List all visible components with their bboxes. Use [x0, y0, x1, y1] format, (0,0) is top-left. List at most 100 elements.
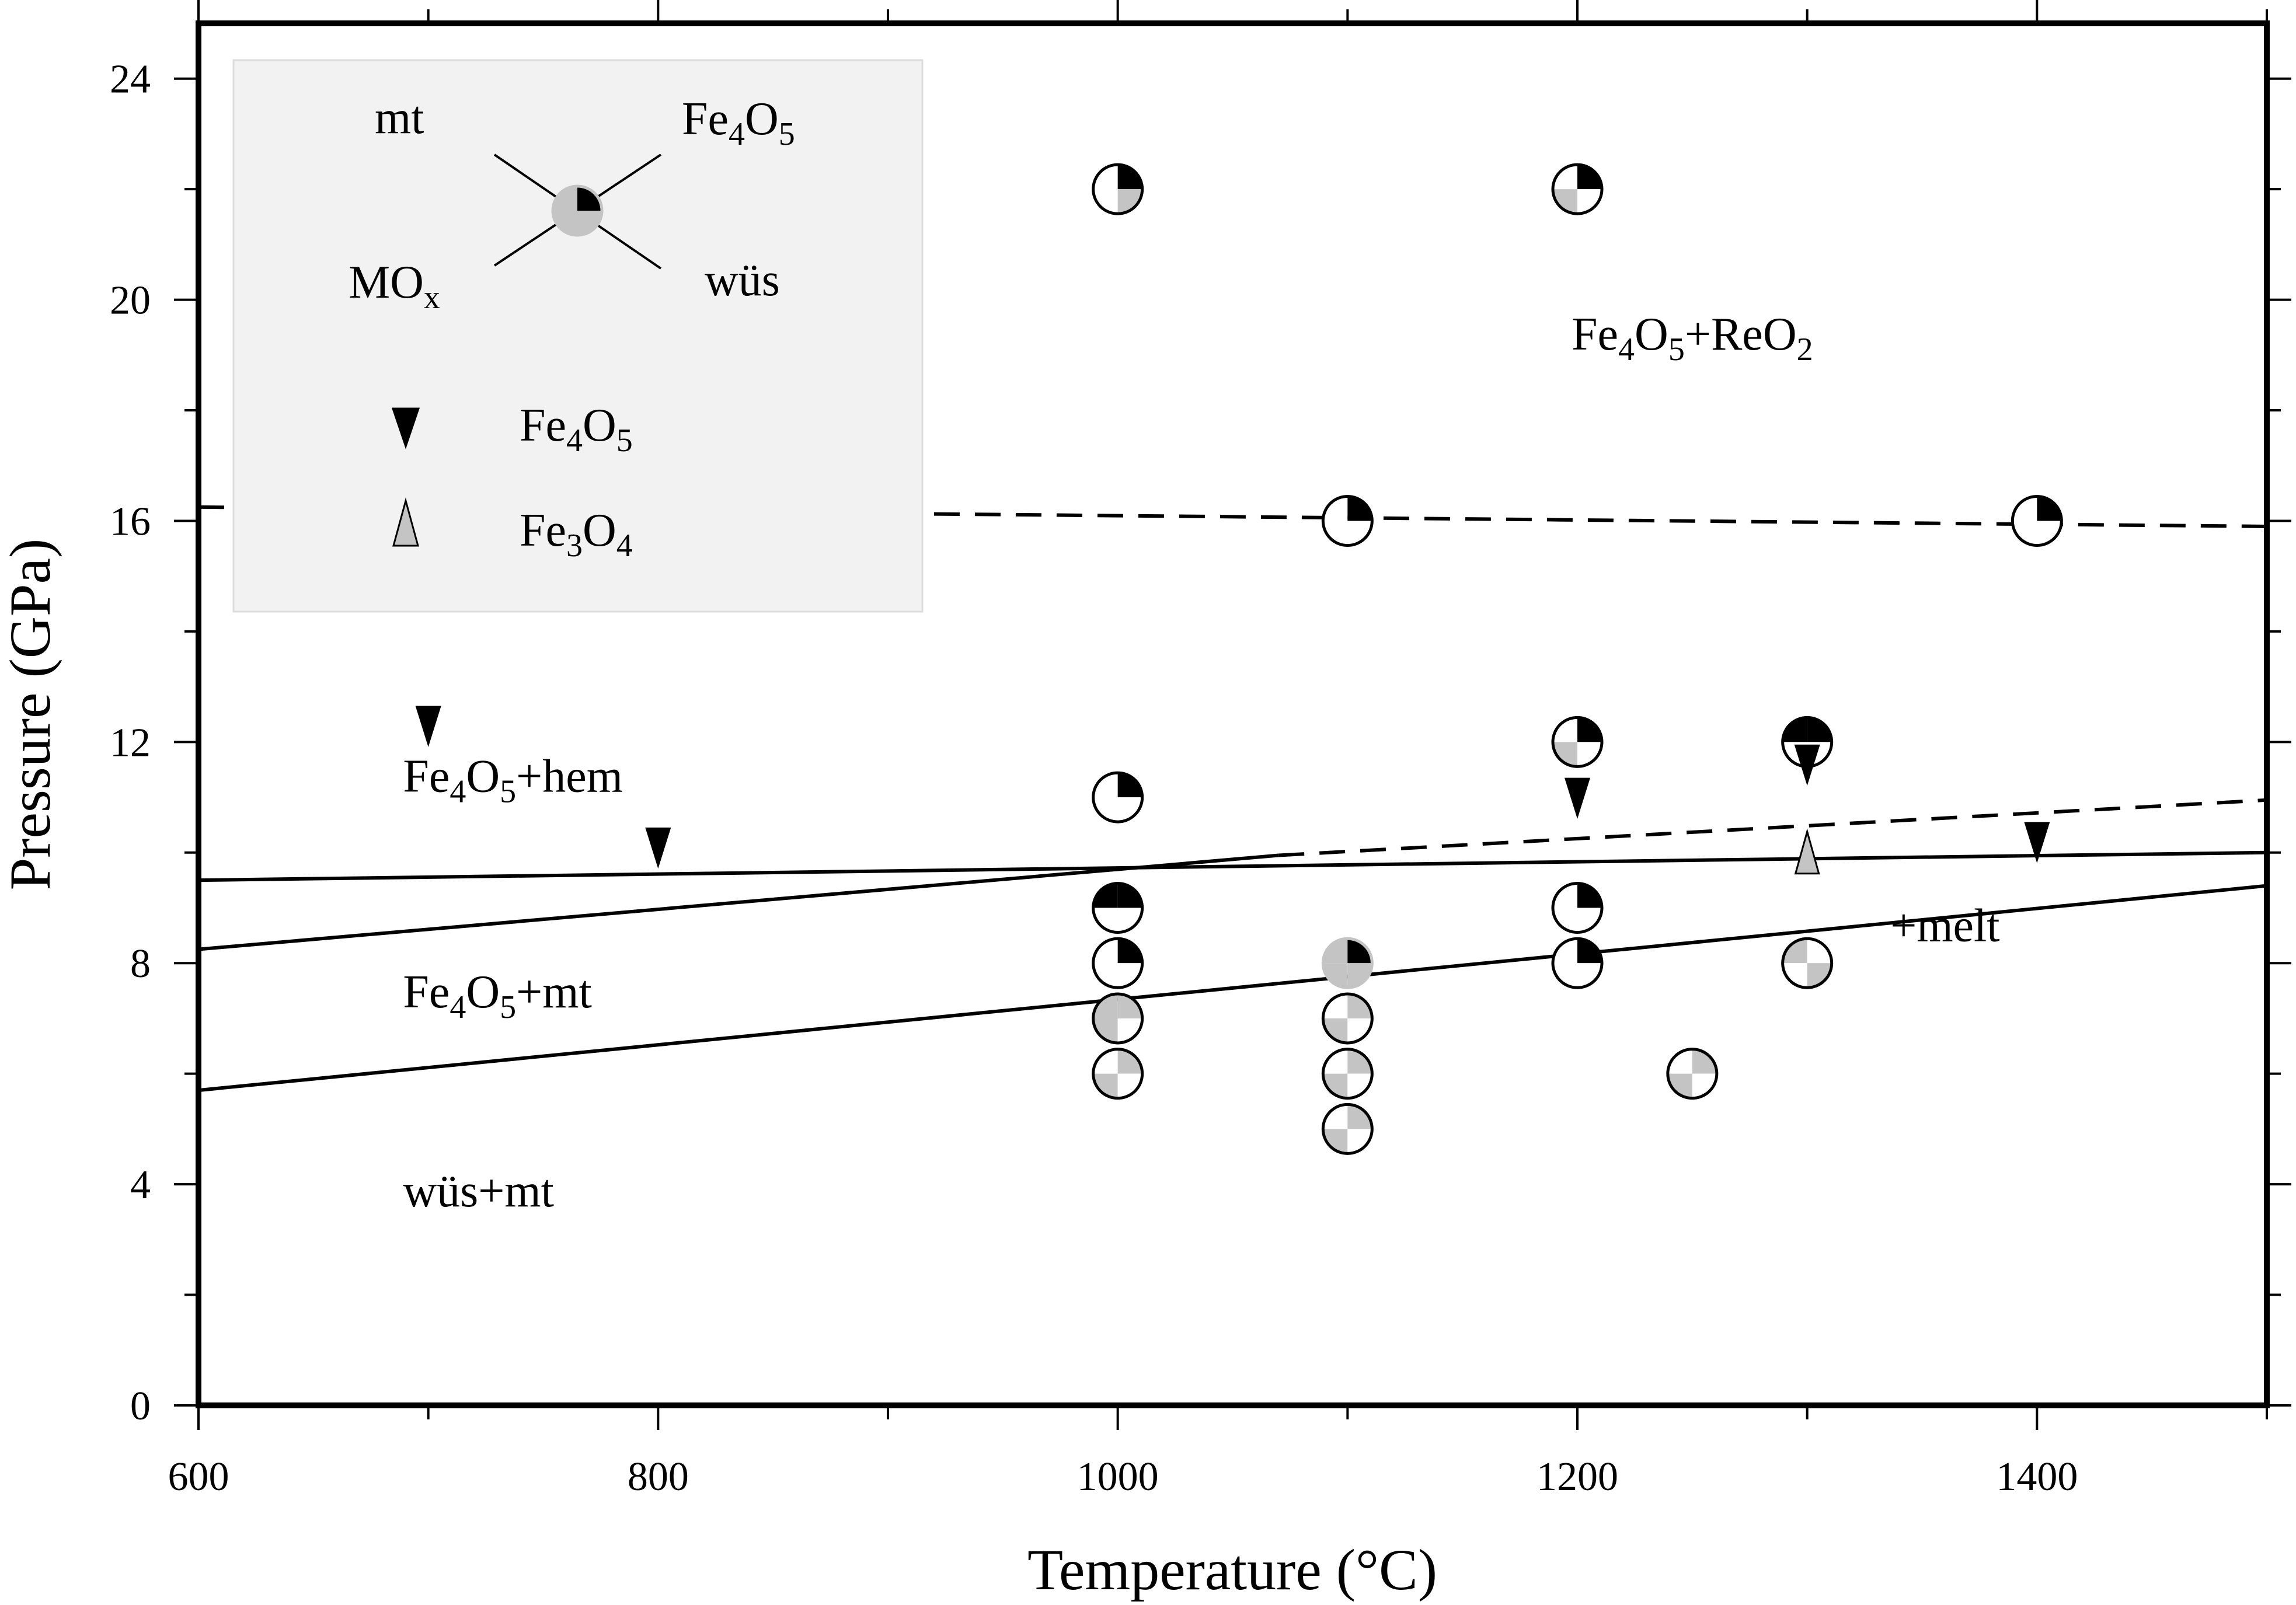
region-labels: Fe4O5+ReO2 Fe4O5+hem Fe4O5+mt wüs+mt +melt: [403, 309, 1999, 1217]
legend-fe3o4-triangle: [392, 497, 419, 547]
circle-quadrant: [1807, 938, 1832, 964]
circle-quadrant: [1553, 742, 1577, 767]
experiment-circle: [1092, 771, 1144, 824]
circle-quadrant: [577, 211, 602, 235]
circle-quadrant: [1117, 773, 1142, 798]
legend-label-wus: wüs: [705, 254, 780, 306]
x-tick-label: 600: [168, 1454, 229, 1499]
circle-quadrant: [1347, 993, 1372, 1018]
circle-quadrant: [2012, 496, 2037, 521]
circle-quadrant: [1117, 165, 1142, 190]
circle-quadrant: [1347, 1104, 1372, 1129]
legend-background: [232, 59, 924, 613]
circle-quadrant: [1117, 883, 1142, 908]
fe4o5-triangle-marker: [1794, 744, 1820, 786]
circle-outline: [1092, 771, 1144, 824]
phase-boundaries: [198, 505, 2267, 1093]
circle-quadrant: [1117, 908, 1142, 933]
legend-label-mox: MOx: [349, 257, 440, 316]
legend-label-fe4o5: Fe4O5: [682, 93, 795, 152]
experiment-circle: [1551, 937, 1604, 989]
region-label: wüs+mt: [403, 1166, 553, 1217]
circle-quadrant: [1553, 938, 1577, 964]
y-tick-label: 20: [110, 278, 151, 323]
circle-quadrant: [1577, 742, 1602, 767]
circle-quadrant: [1553, 883, 1577, 908]
circle-quadrant: [1553, 963, 1577, 988]
circle-quadrant: [1577, 165, 1602, 190]
circle-quadrant: [1553, 165, 1577, 190]
experiment-markers: [415, 163, 2063, 1155]
x-tick-label: 800: [628, 1454, 689, 1499]
circle-quadrant: [1347, 496, 1372, 521]
experiment-circle: [1321, 992, 1374, 1045]
circle-quadrant: [1117, 797, 1142, 822]
circle-quadrant: [1117, 1073, 1142, 1098]
circle-quadrant: [1577, 938, 1602, 964]
phase-boundary-line: [1278, 798, 2267, 857]
circle-quadrant: [1667, 1049, 1692, 1074]
experiment-circle: [1321, 1048, 1374, 1100]
y-tick-label: 24: [110, 57, 151, 102]
x-tick-label: 1200: [1537, 1454, 1618, 1499]
circle-quadrant: [1323, 993, 1348, 1018]
circle-quadrant: [1577, 908, 1602, 933]
circle-quadrant: [1117, 1018, 1142, 1043]
circle-quadrant: [1093, 165, 1118, 190]
y-tick-label: 8: [130, 941, 151, 986]
axis-tick-labels: 600 800 1000 1200 1400 0 4 8 12 16 20 24: [110, 57, 2078, 1499]
experiment-circle: [1551, 882, 1604, 934]
circle-quadrant: [1347, 1073, 1372, 1098]
experiment-circle: [1092, 937, 1144, 989]
experiment-circle: [1092, 163, 1144, 215]
legend-phase-circle: [551, 184, 604, 237]
circle-quadrant: [1577, 717, 1602, 742]
axis-ticks: [174, 0, 2291, 1430]
plot-frame: [196, 20, 2270, 1408]
circle-outline: [1092, 1048, 1144, 1100]
legend: mt Fe4O5 MOx wüs Fe4O5 Fe3O4: [232, 59, 924, 613]
circle-quadrant: [1323, 1129, 1348, 1154]
experiment-circle: [2011, 494, 2063, 547]
circle-quadrant: [1577, 189, 1602, 214]
circle-quadrant: [1093, 938, 1118, 964]
circle-outline: [1551, 716, 1604, 768]
legend-circle-marker: [551, 184, 604, 237]
experiment-circle: [1781, 937, 1834, 989]
region-label: Fe4O5+mt: [403, 967, 591, 1025]
circle-outline: [1321, 494, 1374, 547]
circle-outline: [1092, 937, 1144, 989]
region-label: Fe4O5+ReO2: [1572, 309, 1813, 368]
region-label: Fe4O5+hem: [403, 751, 623, 810]
y-tick-label: 16: [110, 499, 151, 544]
legend-fe4o5-triangle: [391, 407, 420, 449]
circle-quadrant: [1093, 1018, 1118, 1043]
circle-quadrant: [1323, 938, 1348, 964]
circle-quadrant: [1117, 938, 1142, 964]
circle-quadrant: [1782, 963, 1807, 988]
circle-quadrant: [1093, 883, 1118, 908]
circle-quadrant: [1093, 189, 1118, 214]
circle-quadrant: [1323, 1104, 1348, 1129]
circle-quadrant: [553, 186, 577, 211]
circle-quadrant: [2037, 521, 2062, 546]
circle-quadrant: [1093, 1049, 1118, 1074]
phase-boundary-line: [198, 850, 2267, 882]
circle-quadrant: [1782, 938, 1807, 964]
circle-quadrant: [1323, 1049, 1348, 1074]
circle-outline: [1666, 1048, 1719, 1100]
circle-quadrant: [1323, 521, 1348, 546]
experiment-circle: [1551, 716, 1604, 768]
experiment-circle: [1321, 1102, 1374, 1155]
x-tick-label: 1000: [1077, 1454, 1159, 1499]
x-axis-title: Temperature (°C): [1027, 1537, 1437, 1602]
experiment-circle: [1666, 1048, 1719, 1100]
circle-quadrant: [1093, 963, 1118, 988]
circle-outline: [1092, 163, 1144, 215]
circle-quadrant: [1093, 797, 1118, 822]
circle-quadrant: [1577, 883, 1602, 908]
circle-outline: [1781, 937, 1834, 989]
circle-quadrant: [553, 211, 577, 235]
circle-quadrant: [1117, 963, 1142, 988]
